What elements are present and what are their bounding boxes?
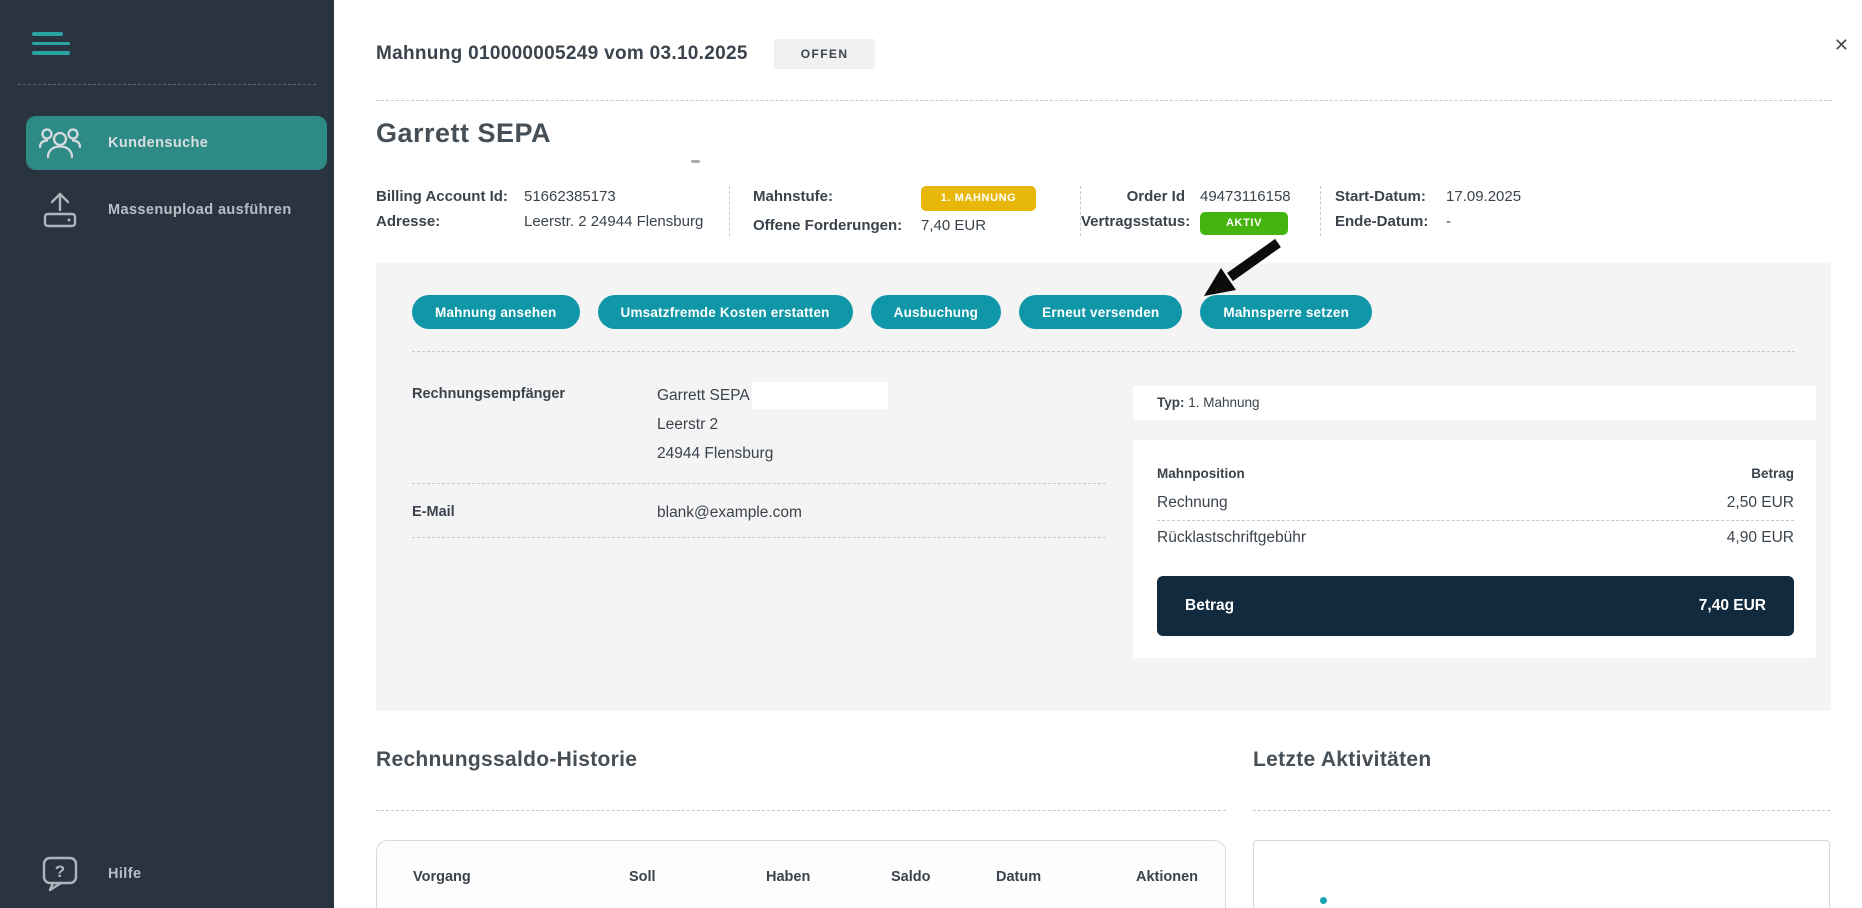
- position-name: Rechnung: [1157, 494, 1228, 511]
- upload-icon: [38, 191, 82, 229]
- help-icon: ?: [38, 856, 82, 892]
- mahnung-ansehen-button[interactable]: Mahnung ansehen: [412, 295, 580, 329]
- activities-divider: [1253, 810, 1830, 811]
- position-name: Rücklastschriftgebühr: [1157, 529, 1307, 546]
- erneut-versenden-button[interactable]: Erneut versenden: [1019, 295, 1183, 329]
- history-col-haben: Haben: [766, 869, 811, 885]
- history-table-header-row: Vorgang Soll Haben Saldo Datum Aktionen: [377, 841, 1225, 885]
- order-id-value: 49473116158: [1200, 188, 1291, 205]
- info-col-order: Order Id 49473116158 Vertragsstatus: AKT…: [1080, 186, 1320, 236]
- recipient-divider-2: [412, 537, 1106, 538]
- row-divider: [1157, 520, 1794, 521]
- timeline-dot-icon: [1320, 897, 1327, 904]
- email-label: E-Mail: [412, 504, 455, 520]
- order-id-label: Order Id: [1126, 188, 1185, 205]
- position-amount: 2,50 EUR: [1726, 494, 1794, 511]
- info-col-dates: Start-Datum: 17.09.2025 Ende-Datum: -: [1320, 186, 1521, 236]
- status-badge: OFFEN: [773, 39, 876, 69]
- sidebar-item-massenupload[interactable]: Massenupload ausführen: [26, 183, 327, 237]
- main-content: Mahnung 010000005249 vom 03.10.2025 OFFE…: [334, 0, 1862, 908]
- start-datum-label: Start-Datum:: [1335, 188, 1426, 205]
- page-header: Mahnung 010000005249 vom 03.10.2025 OFFE…: [376, 36, 876, 72]
- vertragsstatus-label: Vertragsstatus:: [1081, 213, 1191, 230]
- email-value: blank@example.com: [657, 504, 802, 521]
- total-bar: Betrag 7,40 EUR: [1157, 576, 1794, 636]
- mahnposition-column-header: Mahnposition: [1157, 466, 1245, 481]
- recipient-city: 24944 Flensburg: [657, 445, 774, 462]
- mahnsperre-setzen-button[interactable]: Mahnsperre setzen: [1200, 295, 1373, 329]
- history-table: Vorgang Soll Haben Saldo Datum Aktionen: [376, 840, 1226, 908]
- mahnstufe-badge: 1. MAHNUNG: [921, 186, 1036, 211]
- sidebar-item-kundensuche[interactable]: Kundensuche: [26, 116, 327, 170]
- position-amount: 4,90 EUR: [1726, 529, 1794, 546]
- sidebar-divider: [18, 84, 316, 85]
- mahnstufe-label: Mahnstufe:: [753, 188, 833, 205]
- page-title: Mahnung 010000005249 vom 03.10.2025: [376, 43, 748, 64]
- sidebar: Kundensuche Massenupload ausführen ?: [0, 0, 334, 908]
- adresse-value: Leerstr. 2 24944 Flensburg: [524, 213, 704, 230]
- history-col-vorgang: Vorgang: [413, 869, 471, 885]
- offene-forderungen-value: 7,40 EUR: [921, 217, 987, 234]
- history-col-soll: Soll: [629, 869, 656, 885]
- close-icon[interactable]: ✕: [1833, 35, 1849, 55]
- rechnungsempfaenger-label: Rechnungsempfänger: [412, 386, 566, 402]
- total-label: Betrag: [1185, 597, 1235, 614]
- history-divider: [376, 810, 1226, 811]
- recipient-street: Leerstr 2: [657, 416, 719, 433]
- header-divider: [376, 100, 1832, 101]
- account-info: Billing Account Id: 51662385173 Adresse:…: [376, 186, 1521, 236]
- start-datum-value: 17.09.2025: [1446, 188, 1522, 205]
- info-col-mahnung: Mahnstufe: 1. MAHNUNG Offene Forderungen…: [729, 186, 1080, 236]
- customer-name: Garrett SEPA: [376, 118, 552, 148]
- history-section-title: Rechnungssaldo-Historie: [376, 748, 638, 771]
- sidebar-item-label: Massenupload ausführen: [108, 202, 292, 218]
- typ-value: 1. Mahnung: [1188, 395, 1260, 410]
- sidebar-item-label: Hilfe: [108, 866, 142, 882]
- caret-artifact: [691, 160, 700, 163]
- mahnposition-card: Mahnposition Betrag Rechnung 2,50 EUR Rü…: [1133, 440, 1816, 658]
- mahnposition-row: Rechnung 2,50 EUR: [1157, 489, 1794, 517]
- typ-bar: Typ: 1. Mahnung: [1133, 386, 1816, 420]
- actions-toolbar: Mahnung ansehen Umsatzfremde Kosten erst…: [412, 295, 1373, 329]
- mahnposition-row: Rücklastschriftgebühr 4,90 EUR: [1157, 524, 1794, 552]
- ende-datum-label: Ende-Datum:: [1335, 213, 1429, 230]
- vertragsstatus-badge: AKTIV: [1200, 212, 1288, 235]
- panel-divider: [412, 351, 1795, 352]
- mahnung-detail-panel: Mahnung ansehen Umsatzfremde Kosten erst…: [376, 263, 1831, 711]
- typ-label: Typ:: [1157, 395, 1185, 410]
- activities-panel: [1253, 840, 1830, 908]
- recipient-block: Rechnungsempfänger Garrett SEPA Leerstr …: [412, 381, 1106, 553]
- history-col-aktionen: Aktionen: [1136, 869, 1199, 885]
- ausbuchung-button[interactable]: Ausbuchung: [870, 295, 1002, 329]
- adresse-label: Adresse:: [376, 213, 441, 230]
- info-col-account: Billing Account Id: 51662385173 Adresse:…: [376, 186, 729, 236]
- hamburger-menu-icon[interactable]: [32, 32, 72, 56]
- total-value: 7,40 EUR: [1698, 597, 1766, 614]
- sidebar-item-hilfe[interactable]: ? Hilfe: [26, 850, 327, 898]
- betrag-column-header: Betrag: [1751, 466, 1794, 481]
- users-icon: [38, 125, 82, 161]
- ende-datum-value: -: [1446, 213, 1451, 230]
- recipient-name: Garrett SEPA: [657, 387, 750, 404]
- history-col-saldo: Saldo: [891, 869, 931, 885]
- mahnung-position-block: Typ: 1. Mahnung Mahnposition Betrag Rech…: [1133, 386, 1816, 658]
- recipient-divider: [412, 483, 1106, 484]
- billing-account-value: 51662385173: [524, 188, 616, 205]
- offene-forderungen-label: Offene Forderungen:: [753, 217, 903, 234]
- billing-account-label: Billing Account Id:: [376, 188, 508, 205]
- history-col-datum: Datum: [996, 869, 1042, 885]
- svg-text:?: ?: [55, 862, 65, 881]
- redaction-box: [751, 382, 888, 409]
- activities-section-title: Letzte Aktivitäten: [1253, 748, 1432, 771]
- sidebar-item-label: Kundensuche: [108, 135, 209, 151]
- umsatzfremde-kosten-button[interactable]: Umsatzfremde Kosten erstatten: [597, 295, 853, 329]
